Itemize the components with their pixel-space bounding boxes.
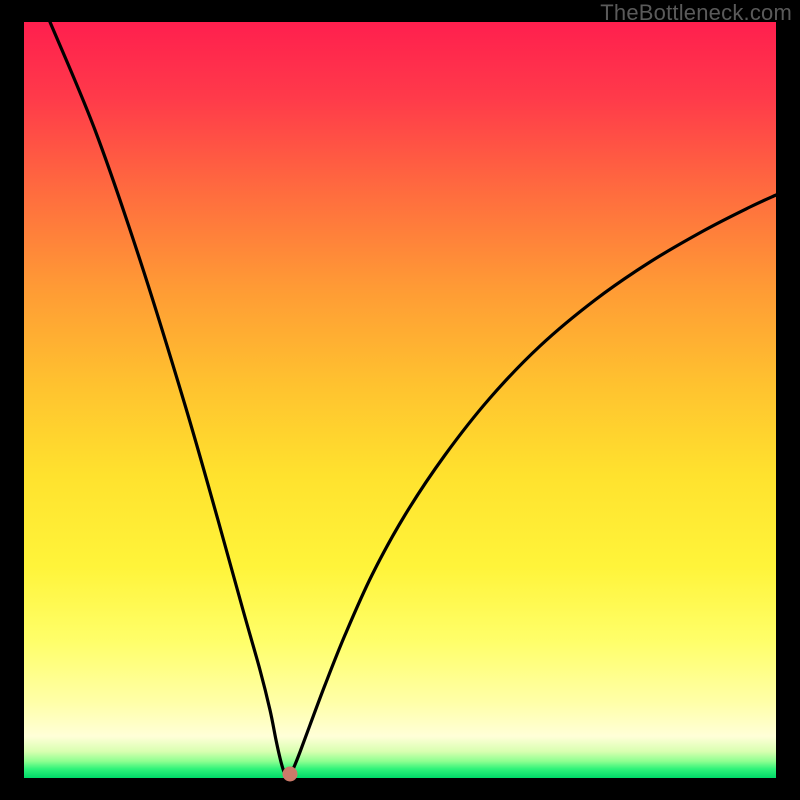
- plot-background: [24, 22, 776, 778]
- bottleneck-chart: [0, 0, 800, 800]
- optimal-point-marker: [283, 767, 298, 782]
- chart-frame: TheBottleneck.com: [0, 0, 800, 800]
- watermark-text: TheBottleneck.com: [600, 0, 792, 26]
